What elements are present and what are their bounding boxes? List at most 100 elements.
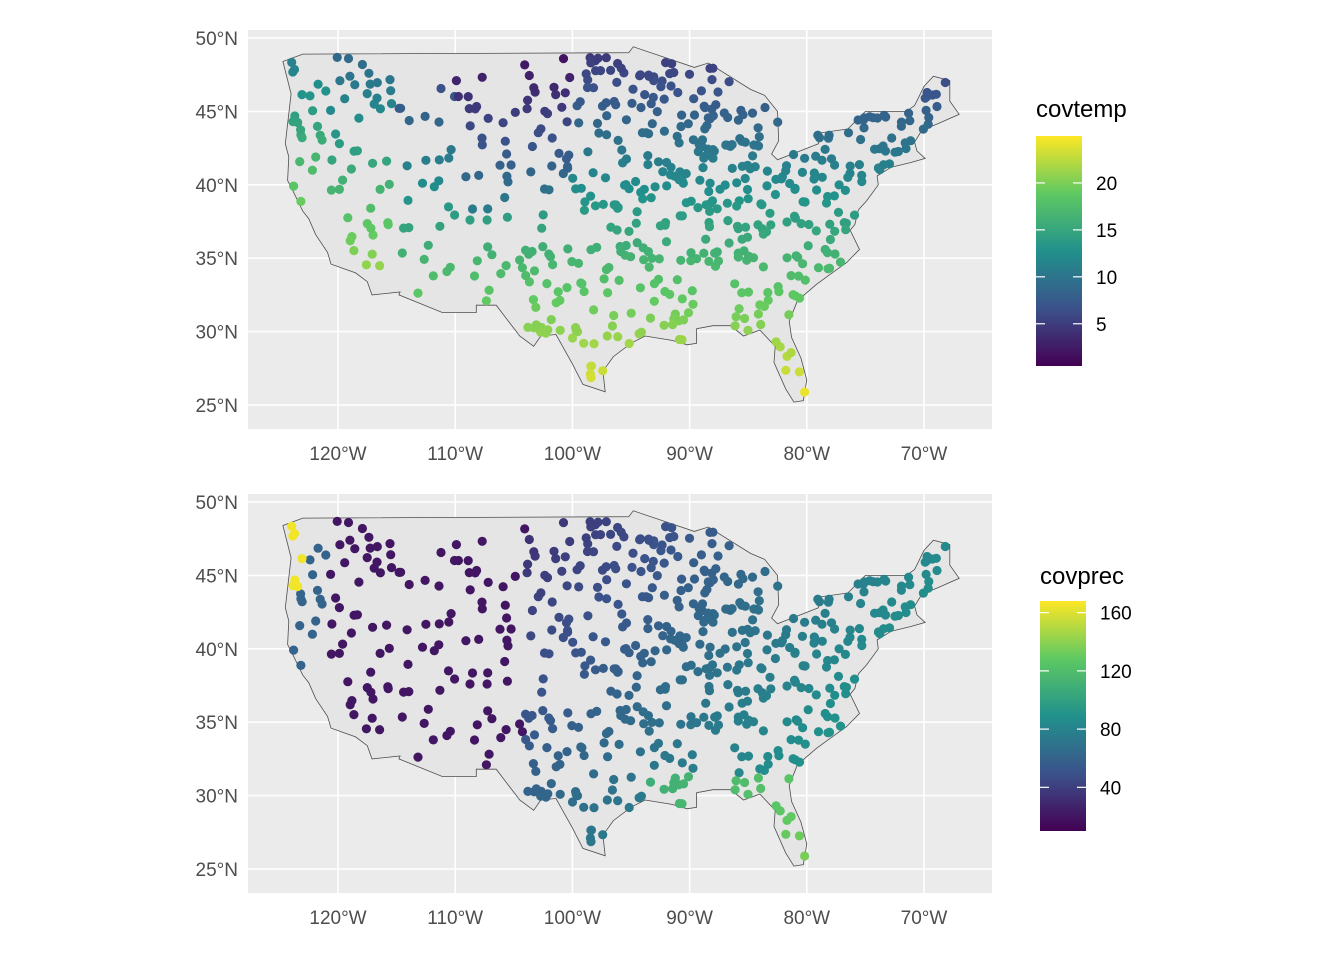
station-point <box>394 103 404 113</box>
station-point <box>349 710 359 720</box>
station-point <box>335 540 345 550</box>
station-point <box>413 752 423 762</box>
station-point <box>707 539 717 549</box>
station-point <box>602 795 612 805</box>
station-point <box>740 777 750 788</box>
station-point <box>688 599 699 609</box>
station-point <box>632 238 642 248</box>
station-point <box>354 577 364 587</box>
station-point <box>670 171 680 181</box>
station-point <box>434 640 444 650</box>
station-point <box>402 625 412 635</box>
station-point <box>548 724 558 734</box>
station-point <box>564 614 574 624</box>
station-point <box>797 167 808 177</box>
station-point <box>583 611 593 621</box>
station-point <box>653 621 664 631</box>
station-point <box>510 571 520 582</box>
station-point <box>732 642 742 652</box>
station-point <box>614 275 624 285</box>
station-point <box>683 308 694 318</box>
station-point <box>382 620 392 630</box>
station-point <box>542 279 552 289</box>
station-point <box>754 596 764 606</box>
station-point <box>421 155 431 165</box>
station-point <box>709 610 719 620</box>
station-point <box>543 325 553 335</box>
station-point <box>404 579 414 590</box>
station-point <box>693 147 703 157</box>
station-point <box>540 570 550 580</box>
station-point <box>854 160 865 170</box>
station-point <box>580 661 590 671</box>
station-point <box>574 118 584 128</box>
lat-tick: 50°N <box>196 29 238 50</box>
station-point <box>568 637 578 647</box>
legend-title: covtemp <box>1036 96 1127 123</box>
station-point <box>589 803 599 813</box>
station-point <box>804 683 814 694</box>
station-point <box>420 575 430 586</box>
station-point <box>724 702 734 712</box>
station-point <box>789 675 800 685</box>
station-point <box>820 144 830 154</box>
station-point <box>673 551 683 562</box>
station-point <box>362 89 372 99</box>
station-point <box>710 712 720 722</box>
lon-tick: 110°W <box>427 444 483 465</box>
station-point <box>372 542 382 552</box>
station-point <box>544 249 554 259</box>
station-point <box>704 222 715 232</box>
station-point <box>521 245 531 255</box>
station-point <box>762 630 773 640</box>
station-point <box>659 590 670 600</box>
station-point <box>636 187 646 197</box>
station-point <box>343 213 353 223</box>
station-point <box>607 321 618 331</box>
latitude-axis: 50°N 45°N 40°N 35°N 30°N 25°N <box>196 493 238 881</box>
station-point <box>477 140 487 150</box>
station-point <box>646 657 656 667</box>
station-point <box>419 718 429 729</box>
station-point <box>483 668 493 678</box>
station-point <box>843 636 853 647</box>
station-point <box>579 205 590 215</box>
station-point <box>740 173 750 184</box>
station-point <box>800 739 810 749</box>
station-point <box>463 556 473 566</box>
station-point <box>649 279 660 289</box>
station-point <box>287 521 297 532</box>
station-point <box>742 184 753 195</box>
station-point <box>609 774 619 785</box>
station-point <box>349 610 359 620</box>
station-point <box>823 264 833 274</box>
station-point <box>740 137 750 147</box>
station-point <box>434 176 444 186</box>
station-point <box>583 147 593 157</box>
station-point <box>510 107 520 117</box>
station-point <box>317 599 327 609</box>
station-point <box>800 387 810 397</box>
station-point <box>354 113 364 123</box>
station-point <box>384 179 394 189</box>
station-point <box>686 248 696 258</box>
station-point <box>643 711 654 721</box>
station-point <box>687 750 697 760</box>
station-point <box>375 104 385 114</box>
station-point <box>940 77 950 88</box>
lon-tick: 100°W <box>544 908 601 929</box>
station-point <box>609 310 619 321</box>
station-point <box>343 677 353 687</box>
station-point <box>538 674 548 684</box>
station-point <box>803 241 813 251</box>
station-point <box>611 100 621 110</box>
station-point <box>679 315 689 325</box>
station-point <box>786 348 796 358</box>
legend-tick-label: 120 <box>1100 662 1132 683</box>
station-point <box>482 679 492 689</box>
station-point <box>730 743 740 753</box>
station-point <box>305 91 315 101</box>
station-point <box>343 517 354 528</box>
station-point <box>834 180 844 190</box>
station-point <box>765 672 775 682</box>
